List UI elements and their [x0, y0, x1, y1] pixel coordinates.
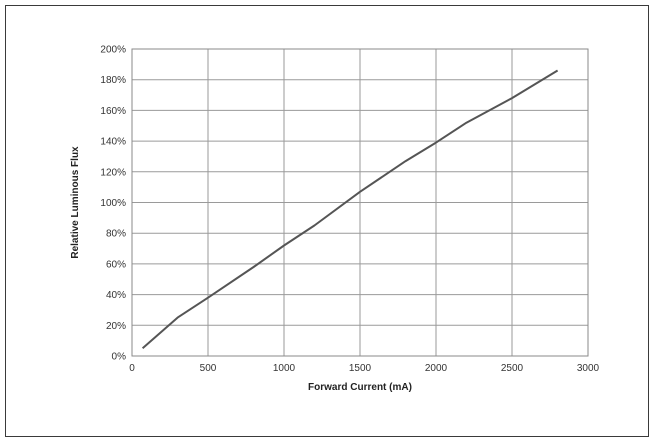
y-tick-labels: 0% 20% 40% 60% 80% 100% 120% 140% 160% 180% 200% [100, 45, 126, 363]
y-tick-label: 120% [100, 167, 126, 178]
y-axis-title: Relative Luminous Flux [70, 146, 81, 259]
x-tick-labels: 0 500 1000 1500 2000 2500 3000 [129, 363, 599, 374]
y-tick-label: 140% [100, 137, 126, 148]
series-group [141, 69, 559, 350]
plot-area [131, 48, 589, 357]
chart-frame [5, 5, 649, 437]
y-tick-label: 60% [106, 259, 126, 270]
x-axis-title: Forward Current (mA) [308, 382, 412, 393]
y-tick-label: 20% [106, 321, 126, 332]
x-tick-label: 0 [129, 363, 135, 374]
x-tick-label: 3000 [577, 363, 600, 374]
x-tick-label: 2500 [501, 363, 524, 374]
x-tick-label: 1500 [349, 363, 372, 374]
grid-lines [131, 48, 589, 357]
y-tick-label: 40% [106, 290, 126, 301]
x-tick-label: 1000 [273, 363, 296, 374]
plot-border [131, 48, 589, 357]
y-tick-label: 160% [100, 106, 126, 117]
series-line [141, 69, 559, 350]
x-tick-label: 500 [200, 363, 217, 374]
y-tick-label: 200% [100, 45, 126, 56]
y-tick-label: 100% [100, 198, 126, 209]
y-tick-label: 180% [100, 75, 126, 86]
y-tick-label: 80% [106, 229, 126, 240]
x-tick-label: 2000 [425, 363, 448, 374]
y-tick-label: 0% [112, 352, 127, 363]
